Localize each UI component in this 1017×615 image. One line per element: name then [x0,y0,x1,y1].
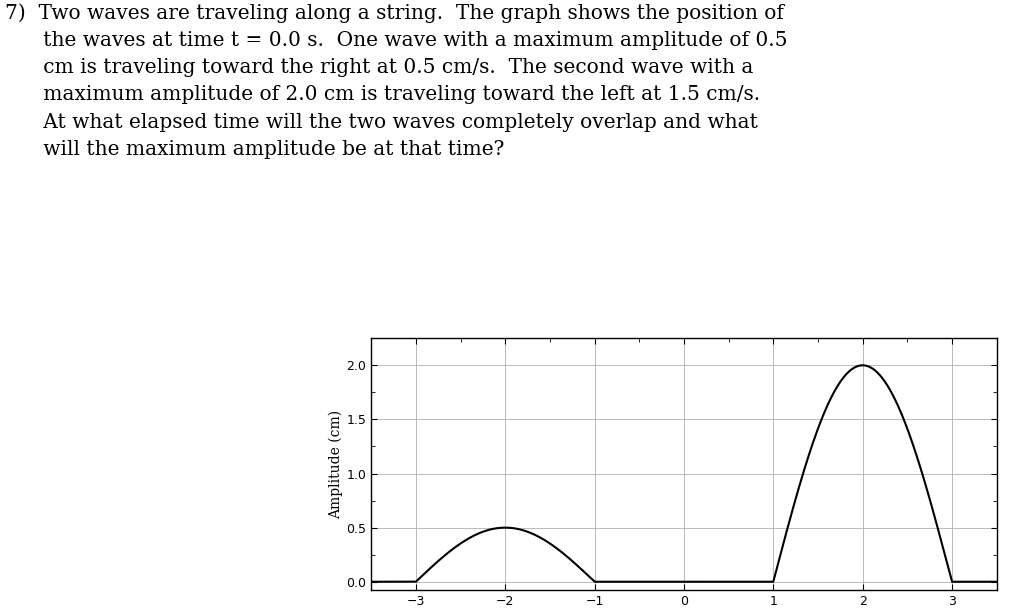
Text: 7)  Two waves are traveling along a string.  The graph shows the position of
   : 7) Two waves are traveling along a strin… [5,3,787,159]
Y-axis label: Amplitude (cm): Amplitude (cm) [330,410,344,519]
